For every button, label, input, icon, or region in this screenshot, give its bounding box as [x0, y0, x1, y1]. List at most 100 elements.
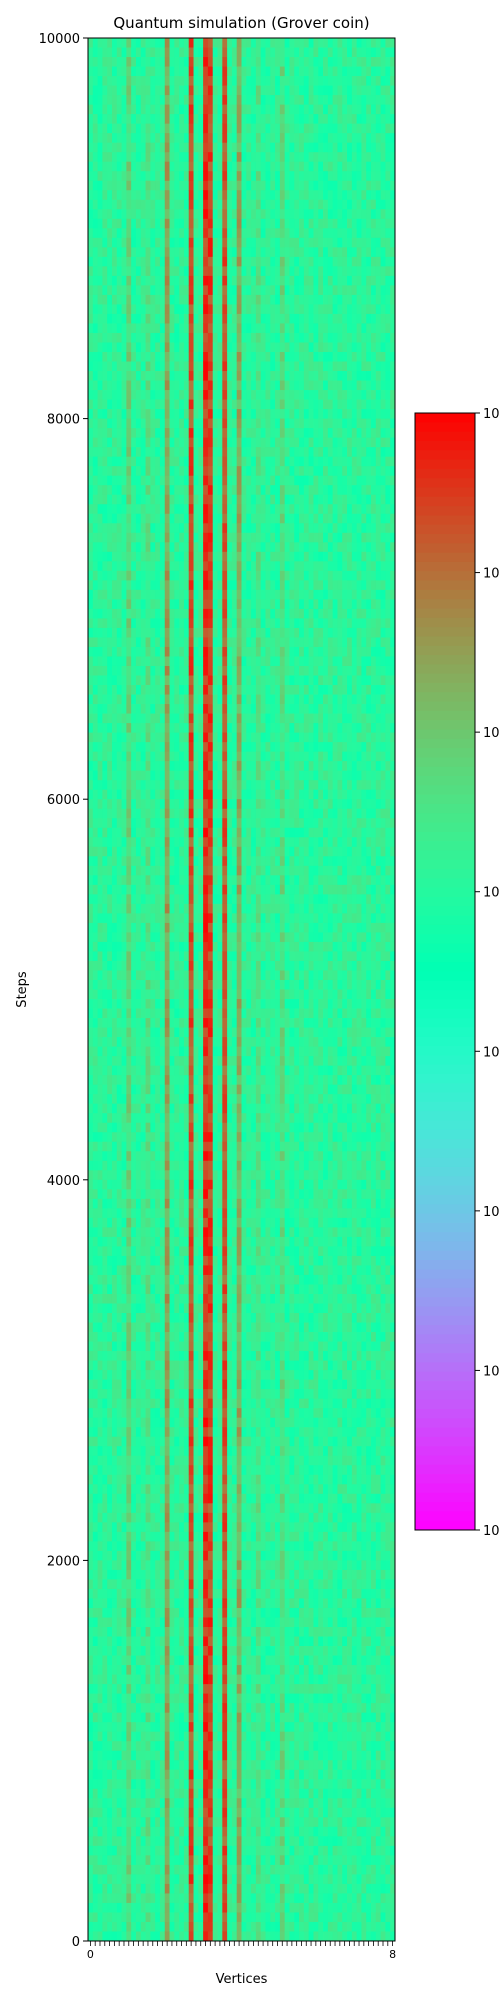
heatmap-cell — [116, 932, 122, 943]
heatmap-cell — [111, 1037, 118, 1047]
heatmap-cell — [97, 447, 103, 458]
heatmap-cell — [135, 1351, 142, 1361]
heatmap-cell — [135, 1883, 142, 1894]
heatmap-cell — [102, 818, 108, 829]
heatmap-cell — [97, 152, 103, 163]
heatmap-cell — [131, 1912, 137, 1923]
heatmap-cell — [150, 1845, 156, 1856]
heatmap-cell — [107, 1189, 113, 1200]
heatmap-cell — [102, 1741, 108, 1752]
heatmap-cell — [169, 875, 175, 886]
heatmap-cell — [193, 285, 199, 296]
heatmap-cell — [145, 1579, 151, 1590]
heatmap-cell — [203, 237, 209, 248]
heatmap-cell — [193, 323, 199, 334]
heatmap-cell — [155, 970, 161, 981]
heatmap-cell — [183, 704, 190, 714]
heatmap-cell — [198, 1760, 204, 1771]
heatmap-cell — [111, 466, 118, 477]
heatmap-cell — [179, 1874, 185, 1885]
heatmap-cell — [164, 922, 170, 933]
heatmap-cell — [179, 732, 185, 743]
heatmap-cell — [121, 95, 127, 106]
heatmap-cell — [135, 1712, 142, 1723]
heatmap-cell — [145, 209, 151, 220]
heatmap-cell — [193, 190, 199, 201]
heatmap-cell — [145, 742, 151, 753]
heatmap-cell — [179, 941, 185, 952]
heatmap-cell — [140, 761, 146, 772]
heatmap-cell — [135, 466, 142, 477]
heatmap-cell — [135, 637, 142, 648]
heatmap-cell — [174, 1113, 180, 1124]
heatmap-cell — [155, 1274, 161, 1285]
heatmap-cell — [150, 38, 156, 48]
heatmap-column — [203, 38, 209, 1942]
heatmap-cell — [164, 780, 170, 791]
heatmap-cell — [97, 313, 103, 324]
heatmap-cell — [102, 1332, 108, 1342]
heatmap-cell — [174, 1627, 180, 1637]
heatmap-cell — [126, 1921, 132, 1932]
heatmap-cell — [198, 1056, 204, 1067]
heatmap-cell — [188, 1750, 194, 1761]
heatmap-cell — [145, 1408, 151, 1419]
heatmap-cell — [198, 332, 204, 343]
heatmap-cell — [193, 1037, 199, 1047]
heatmap-cell — [150, 951, 156, 962]
heatmap-cell — [188, 1094, 194, 1105]
heatmap-cell — [111, 865, 118, 876]
heatmap-cell — [159, 57, 166, 67]
heatmap-cell — [169, 1236, 175, 1247]
heatmap-cell — [140, 1750, 146, 1761]
heatmap-cell — [164, 161, 170, 172]
heatmap-cell — [126, 960, 132, 971]
heatmap-cell — [97, 675, 103, 686]
heatmap-cell — [126, 675, 132, 686]
heatmap-cell — [188, 808, 194, 819]
heatmap-cell — [121, 285, 127, 296]
heatmap-cell — [111, 913, 118, 924]
heatmap-cell — [159, 656, 166, 667]
heatmap-cell — [116, 599, 122, 610]
heatmap-cell — [198, 361, 204, 372]
heatmap-cell — [179, 903, 185, 914]
heatmap-cell — [188, 1541, 194, 1552]
heatmap-cell — [88, 1065, 94, 1076]
heatmap-cell — [116, 1636, 122, 1647]
heatmap-cell — [164, 1864, 170, 1875]
heatmap-cell — [183, 1265, 190, 1276]
heatmap-cell — [174, 1674, 180, 1685]
heatmap-cell — [179, 475, 185, 486]
heatmap-cell — [116, 494, 122, 505]
heatmap-cell — [92, 475, 98, 486]
heatmap-cell — [164, 409, 170, 420]
heatmap-cell — [140, 1455, 146, 1466]
heatmap-cell — [164, 1484, 170, 1495]
heatmap-cell — [203, 979, 209, 990]
heatmap-cell — [92, 751, 98, 762]
heatmap-cell — [116, 894, 122, 905]
heatmap-cell — [145, 1113, 151, 1124]
heatmap-cell — [159, 323, 166, 334]
heatmap-cell — [116, 1446, 122, 1457]
heatmap-cell — [102, 1855, 108, 1866]
heatmap-cell — [164, 1531, 170, 1542]
heatmap-cell — [159, 1236, 166, 1247]
heatmap-cell — [169, 989, 175, 1000]
heatmap-cell — [150, 1703, 156, 1714]
heatmap-cell — [179, 1798, 185, 1809]
heatmap-cell — [155, 999, 161, 1009]
heatmap-cell — [174, 685, 180, 695]
heatmap-cell — [203, 313, 209, 324]
heatmap-cell — [145, 466, 151, 477]
heatmap-cell — [169, 532, 175, 543]
heatmap-cell — [155, 723, 161, 733]
heatmap-cell — [183, 437, 190, 448]
heatmap-cell — [116, 1503, 122, 1514]
heatmap-cell — [88, 1351, 94, 1361]
heatmap-cell — [97, 1427, 103, 1438]
heatmap-cell — [155, 1008, 161, 1019]
heatmap-cell — [183, 1103, 190, 1114]
heatmap-cell — [111, 884, 118, 895]
